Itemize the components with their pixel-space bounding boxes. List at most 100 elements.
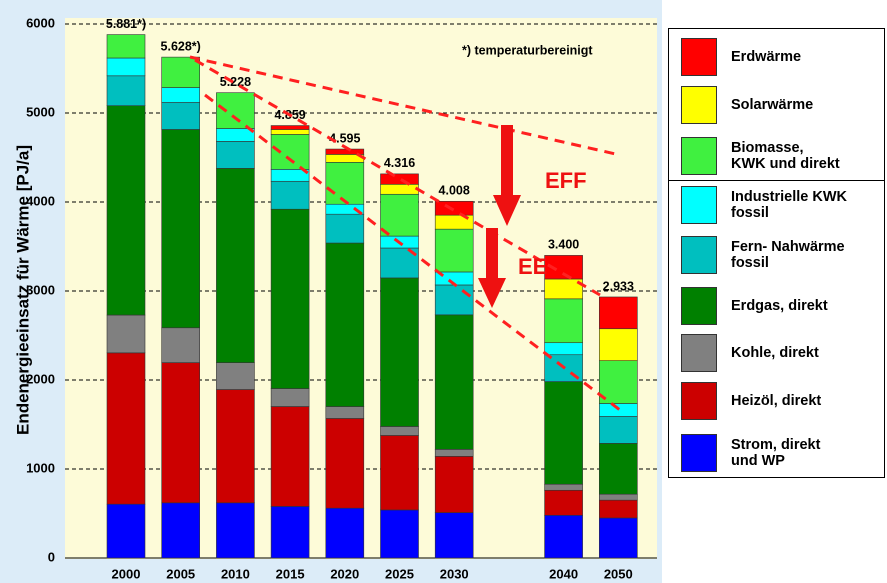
y-tick-label: 2000 [26, 371, 55, 386]
bar-segment [270, 129, 310, 135]
bar-segment [270, 208, 310, 389]
bar-segment [216, 141, 255, 169]
bar-segment [380, 183, 419, 195]
bar-segment [598, 296, 638, 330]
total-label: 3.400 [548, 238, 579, 252]
bar-segment [598, 443, 638, 495]
y-tick-label: 3000 [26, 282, 55, 297]
x-tick-label: 2000 [112, 566, 141, 581]
legend-item: Biomasse, KWK und direkt [681, 137, 840, 175]
bar-segment [380, 426, 419, 436]
bar-segment [161, 502, 200, 559]
bar-segment [106, 75, 146, 107]
bar-segment [161, 87, 200, 103]
y-tick-label: 6000 [26, 15, 55, 30]
bar-segment [434, 284, 474, 316]
bar-segment [598, 493, 638, 501]
bar-segment [325, 507, 365, 559]
bar-segment [544, 255, 583, 280]
total-label: 2.933 [603, 279, 634, 293]
x-tick-label: 2010 [221, 566, 250, 581]
bar-segment [106, 105, 146, 316]
bar-segment [598, 517, 638, 559]
bar-segment [544, 514, 583, 559]
bar-segment [270, 388, 310, 407]
arrow [493, 195, 521, 226]
bar-segment [598, 499, 638, 519]
legend-label: Erdwärme [731, 49, 802, 65]
bar-segment [106, 57, 146, 77]
bar-segment [325, 418, 365, 509]
bar-segment [216, 128, 255, 142]
bar-segment [161, 102, 200, 130]
bar-segment [544, 483, 583, 491]
total-label: 4.316 [384, 156, 415, 170]
trend-overlay [189, 55, 621, 412]
bar-segment [270, 506, 310, 559]
bar-segment [380, 173, 419, 185]
legend-item: Erdgas, direkt [681, 287, 828, 325]
x-tick-label: 2025 [385, 566, 414, 581]
x-tick-label: 2005 [166, 566, 195, 581]
annotation: EFF [545, 168, 587, 193]
bar-segment [106, 34, 146, 59]
y-tick-label: 1000 [26, 460, 55, 475]
bar-segment [325, 148, 365, 155]
legend-item: Solarwärme [681, 86, 813, 124]
legend-item: Kohle, direkt [681, 334, 819, 372]
bar-segment [161, 129, 200, 329]
legend-item: Erdwärme [681, 38, 801, 76]
bar-segment [106, 503, 146, 559]
bar-segment [598, 328, 638, 361]
bar-segment [434, 200, 474, 216]
bar-segment [161, 56, 200, 88]
bar-segment [544, 298, 583, 344]
x-tick-label: 2040 [549, 566, 578, 581]
y-axis-label: Endenergieeinsatz für Wärme [PJ/a] [13, 145, 32, 435]
bar-segment [598, 360, 638, 404]
legend: Erdwärme Solarwärme Biomasse, KWK und dire… [668, 28, 885, 478]
total-label: 4.008 [439, 184, 470, 198]
bar-segment [598, 416, 638, 444]
legend-label: Solarwärme [731, 97, 814, 113]
y-tick-label: 5000 [26, 104, 55, 119]
bar-segment [270, 134, 310, 170]
bar-segment [216, 92, 255, 129]
bar-segment [161, 362, 200, 504]
legend-swatch [681, 287, 717, 325]
legend-label: Kohle, direkt [731, 345, 819, 361]
bar-segment [270, 125, 310, 130]
bar-segment [544, 381, 583, 485]
legend-divider [669, 180, 884, 181]
bar-segment [106, 352, 146, 505]
bar-segment [270, 406, 310, 507]
trend-line [204, 93, 621, 412]
bar-segment [434, 449, 474, 457]
legend-label: Biomasse, KWK und direkt [731, 140, 840, 172]
bar-segment [434, 228, 474, 273]
legend-item: Heizöl, direkt [681, 382, 821, 420]
legend-item: Strom, direkt und WP [681, 434, 820, 472]
legend-swatch [681, 382, 717, 420]
arrow [501, 125, 513, 195]
bar-segment [325, 213, 365, 244]
bar-segment [544, 278, 583, 300]
legend-label: Fern- Nahwärme fossil [731, 239, 845, 271]
legend-swatch [681, 137, 717, 175]
bar-segment [325, 162, 365, 205]
bar-segment [544, 489, 583, 516]
plot: 0 1000 2000 3000 4000 5000 6000 2000 5.881*) 2005… [26, 15, 657, 581]
bar-segment [106, 314, 146, 354]
x-tick-label: 2050 [604, 566, 633, 581]
bar-segment [434, 314, 474, 450]
legend-item: Fern- Nahwärme fossil [681, 236, 845, 274]
chart: Endenergieeinsatz für Wärme [PJ/a] 0 1000… [0, 0, 662, 583]
bar-segment [380, 435, 419, 511]
arrow [486, 228, 498, 278]
x-tick-label: 2020 [330, 566, 359, 581]
bar-segment [434, 512, 474, 559]
arrows [478, 125, 521, 308]
y-tick-label: 4000 [26, 193, 55, 208]
legend-label: Strom, direkt und WP [731, 437, 821, 469]
